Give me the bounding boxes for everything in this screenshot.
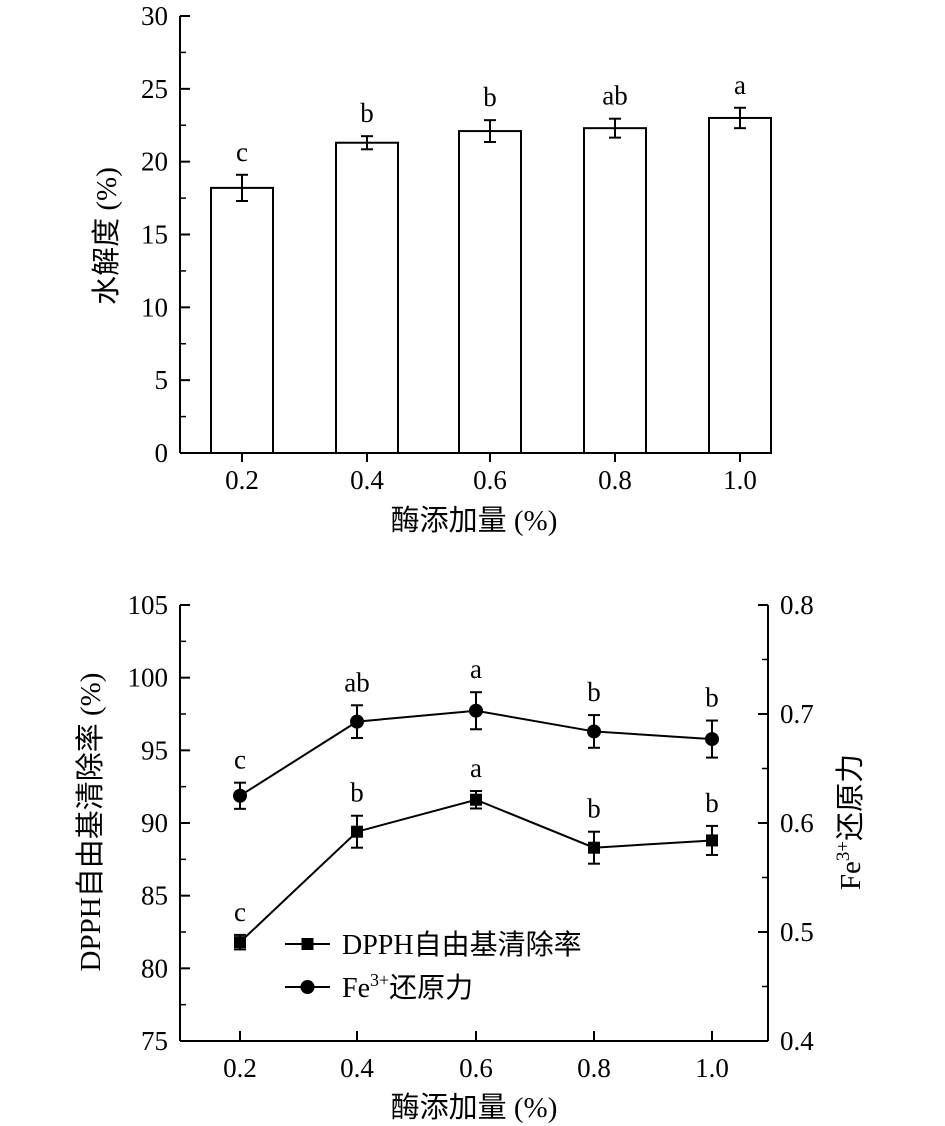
significance-label: ab: [344, 667, 369, 697]
significance-label: c: [236, 137, 248, 167]
significance-label: c: [234, 745, 246, 775]
significance-label: b: [350, 778, 364, 808]
x-axis-title: 酶添加量 (%): [391, 1091, 558, 1124]
right-y-axis-title: Fe3+还原力: [833, 754, 867, 890]
left-y-tick-label: 100: [128, 663, 169, 693]
bar: [708, 116, 772, 454]
legend-label-fe3: Fe3+还原力: [342, 970, 473, 1004]
left-y-tick-label: 85: [141, 881, 168, 911]
significance-label: a: [470, 753, 482, 783]
x-tick-label: 0.8: [577, 1053, 611, 1083]
series-line: [239, 798, 713, 943]
y-tick-label: 20: [141, 147, 168, 177]
data-point-square: [351, 825, 363, 838]
data-point-circle: [233, 788, 247, 803]
bar: [335, 141, 399, 454]
y-tick-label: 15: [141, 220, 168, 250]
data-point-circle: [350, 714, 364, 729]
legend-label-fe3-rest: 还原力: [389, 972, 473, 1004]
data-point-circle: [587, 724, 601, 739]
legend-label-fe3-main: Fe: [342, 973, 370, 1004]
significance-label: a: [470, 654, 482, 684]
data-point-circle: [469, 703, 483, 718]
significance-label: b: [360, 98, 374, 128]
data-point-square: [470, 793, 482, 806]
x-tick-label: 0.2: [225, 465, 259, 495]
significance-label: c: [234, 897, 246, 927]
right-y-tick-label: 0.6: [780, 808, 814, 838]
right-y-axis-title-main: Fe: [835, 861, 867, 890]
y-tick-label: 0: [155, 438, 169, 468]
hydrolysis-bar-chart: 0 5 10 15 20 25 30 c 0.2 b 0.4 b 0.6 ab 0.8 a 1.0 酶添加量 (%…: [90, 1, 772, 537]
y-tick-label: 30: [141, 1, 168, 31]
right-y-tick-label: 0.4: [780, 1026, 814, 1056]
bar: [583, 127, 647, 454]
left-y-tick-label: 80: [141, 953, 168, 983]
legend-marker-square: [301, 938, 314, 950]
legend-marker-circle: [300, 980, 315, 994]
legend-label-dpph: DPPH自由基清除率: [342, 929, 582, 961]
x-tick-label: 0.8: [598, 465, 632, 495]
bar: [458, 130, 522, 454]
left-y-tick-label: 75: [141, 1026, 168, 1056]
y-axis-title: 水解度 (%): [90, 167, 123, 305]
x-tick-label: 0.6: [473, 465, 507, 495]
data-point-square: [588, 841, 600, 854]
significance-label: b: [705, 683, 719, 713]
x-tick-label: 0.6: [459, 1053, 493, 1083]
significance-label: ab: [602, 81, 627, 111]
data-point-square: [706, 834, 718, 847]
significance-label: b: [705, 788, 719, 818]
legend: DPPH自由基清除率 Fe3+还原力: [285, 929, 582, 1004]
y-tick-label: 5: [155, 365, 169, 395]
left-y-axis-title: DPPH自由基清除率 (%): [74, 673, 107, 972]
data-point-circle: [705, 732, 719, 747]
data-point-square: [234, 936, 246, 949]
x-tick-label: 1.0: [695, 1053, 729, 1083]
y-tick-label: 25: [141, 74, 168, 104]
series-fe3: cab ab b: [233, 654, 719, 810]
significance-label: b: [483, 82, 497, 112]
legend-label-fe3-sup: 3+: [370, 970, 389, 990]
right-y-tick-label: 0.8: [780, 590, 814, 620]
right-y-axis-title-sup: 3+: [833, 841, 854, 861]
y-tick-label: 10: [141, 292, 168, 322]
x-tick-label: 0.4: [350, 465, 384, 495]
left-y-tick-label: 105: [128, 590, 169, 620]
significance-label: b: [587, 677, 601, 707]
x-axis-title: 酶添加量 (%): [391, 504, 558, 537]
left-y-tick-label: 95: [141, 735, 168, 765]
series-dpph: c b a b b: [234, 753, 719, 951]
significance-label: b: [587, 794, 601, 824]
x-tick-label: 0.2: [223, 1053, 257, 1083]
x-tick-label: 0.4: [340, 1053, 374, 1083]
right-y-axis-title-rest: 还原力: [834, 754, 867, 841]
right-y-tick-label: 0.5: [780, 917, 814, 947]
bar: [210, 186, 274, 455]
significance-label: a: [734, 70, 746, 100]
right-y-tick-label: 0.7: [780, 699, 814, 729]
left-y-tick-label: 90: [141, 808, 168, 838]
dpph-fe-line-chart: 75 80 85 90 95 100 105 0.4 0.5 0.6 0.7 0.8 0.2 0.4 0.6…: [74, 590, 867, 1124]
x-tick-label: 1.0: [723, 465, 757, 495]
